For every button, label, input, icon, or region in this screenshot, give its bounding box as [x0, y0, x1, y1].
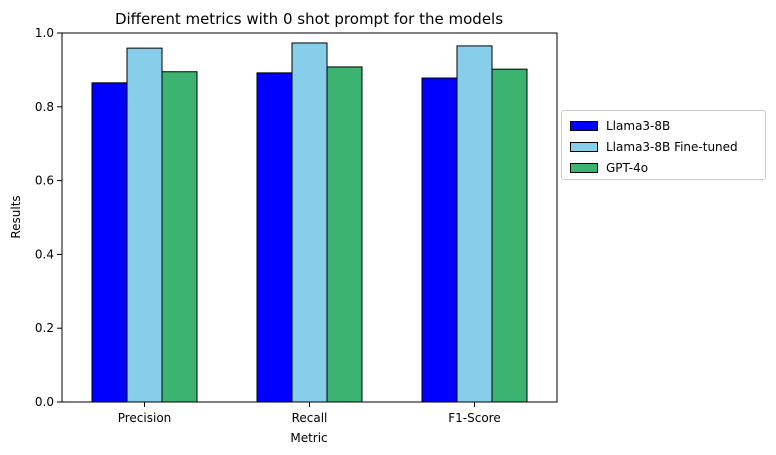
x-tick-label: Recall [292, 411, 328, 425]
bar-llama3-8b-fine-tuned-precision [126, 47, 163, 403]
y-tick-label: 0.2 [35, 321, 54, 335]
y-tick-label: 0.4 [35, 247, 54, 261]
legend-label: GPT-4o [606, 160, 649, 175]
legend-swatch-llama3-8b-fine-tuned [570, 141, 598, 152]
legend-label: Llama3-8B Fine-tuned [606, 139, 738, 154]
bar-llama3-8b-f1-score [421, 77, 458, 403]
chart-title: Different metrics with 0 shot prompt for… [115, 10, 503, 28]
bar-gpt-4o-precision [161, 71, 198, 403]
legend-swatch-llama3-8b [570, 120, 598, 131]
legend-item: GPT-4o [568, 157, 759, 178]
x-axis-label: Metric [290, 431, 327, 445]
y-tick-label: 1.0 [35, 26, 54, 40]
legend-item: Llama3-8B [568, 115, 759, 136]
bar-llama3-8b-precision [91, 82, 128, 403]
plot-frame [61, 32, 558, 403]
legend-label: Llama3-8B [606, 118, 671, 133]
bar-llama3-8b-recall [256, 72, 293, 403]
y-tick-label: 0.6 [35, 174, 54, 188]
bar-gpt-4o-recall [326, 66, 363, 403]
y-axis-label: Results [9, 195, 23, 238]
bar-llama3-8b-fine-tuned-recall [291, 42, 328, 403]
x-tick-label: Precision [118, 411, 172, 425]
plot-area: 0.0 0.2 0.4 0.6 0.8 1.0 Precision Recall F1-Scor… [35, 26, 528, 425]
bar-gpt-4o-f1-score [491, 68, 528, 403]
chart-legend: Llama3-8B Llama3-8B Fine-tuned GPT-4o [561, 110, 766, 180]
y-tick-label: 0.8 [35, 100, 54, 114]
y-tick-label: 0.0 [35, 395, 54, 409]
legend-swatch-gpt-4o [570, 162, 598, 173]
x-tick-label: F1-Score [448, 411, 500, 425]
bar-llama3-8b-fine-tuned-f1-score [456, 45, 493, 403]
legend-item: Llama3-8B Fine-tuned [568, 136, 759, 157]
